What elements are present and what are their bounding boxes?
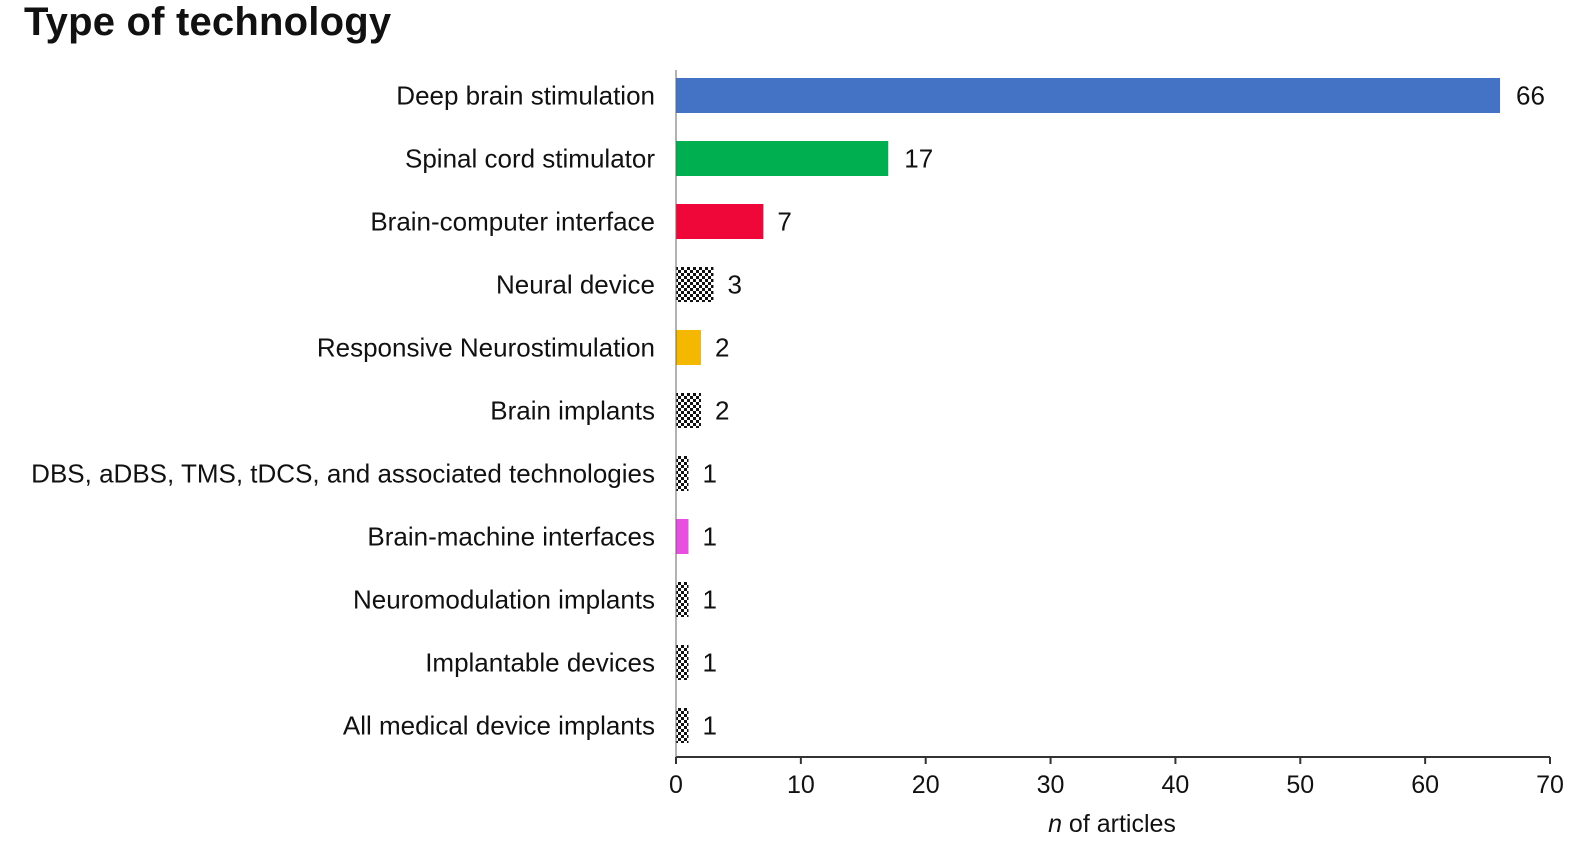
x-tick-label-10: 10 <box>787 771 815 799</box>
bar-brain-computer-interface <box>676 204 764 239</box>
data-label-all-medical-device-implants: 1 <box>702 711 716 741</box>
chart-title: Type of technology <box>24 0 392 44</box>
bar-brain-implants <box>676 393 701 428</box>
x-axis-title-italic: n <box>1048 810 1062 838</box>
x-tick-label-40: 40 <box>1162 771 1190 799</box>
x-tick-label-20: 20 <box>912 771 940 799</box>
category-label-dbs-adbs-tms-tdcs-and-associated-technologies: DBS, aDBS, TMS, tDCS, and associated tec… <box>31 459 655 489</box>
x-axis-title: n of articles <box>1048 810 1176 838</box>
category-label-all-medical-device-implants: All medical device implants <box>343 711 655 741</box>
bar-neural-device <box>676 267 714 302</box>
bar-deep-brain-stimulation <box>676 78 1501 113</box>
x-tick-label-0: 0 <box>669 771 683 799</box>
category-label-neural-device: Neural device <box>496 270 655 300</box>
category-label-neuromodulation-implants: Neuromodulation implants <box>353 585 655 615</box>
bar-dbs-adbs-tms-tdcs-and-associated-technologies <box>676 456 689 491</box>
category-label-responsive-neurostimulation: Responsive Neurostimulation <box>317 333 655 363</box>
bars-layer: Deep brain stimulation 66 Spinal cord stim… <box>31 78 1545 743</box>
data-label-dbs-adbs-tms-tdcs-and-associated-technologies: 1 <box>702 459 716 489</box>
category-label-spinal-cord-stimulator: Spinal cord stimulator <box>405 144 655 174</box>
x-tick-label-50: 50 <box>1286 771 1314 799</box>
category-label-brain-computer-interface: Brain-computer interface <box>370 207 655 237</box>
data-label-brain-machine-interfaces: 1 <box>702 522 716 552</box>
x-axis: 0 10 20 30 40 50 60 70 <box>669 70 1564 799</box>
x-tick-label-60: 60 <box>1411 771 1439 799</box>
category-label-brain-implants: Brain implants <box>490 396 655 426</box>
data-label-neuromodulation-implants: 1 <box>702 585 716 615</box>
data-label-spinal-cord-stimulator: 17 <box>904 144 933 174</box>
data-label-brain-implants: 2 <box>715 396 729 426</box>
x-axis-title-text: of articles <box>1062 810 1176 838</box>
bar-responsive-neurostimulation <box>676 330 701 365</box>
x-tick-label-70: 70 <box>1536 771 1564 799</box>
category-label-implantable-devices: Implantable devices <box>425 648 655 678</box>
data-label-deep-brain-stimulation: 66 <box>1516 81 1545 111</box>
data-label-brain-computer-interface: 7 <box>777 207 791 237</box>
x-tick-label-30: 30 <box>1037 771 1065 799</box>
bar-spinal-cord-stimulator <box>676 141 889 176</box>
category-label-brain-machine-interfaces: Brain-machine interfaces <box>367 522 655 552</box>
category-label-deep-brain-stimulation: Deep brain stimulation <box>396 81 655 111</box>
data-label-responsive-neurostimulation: 2 <box>715 333 729 363</box>
data-label-implantable-devices: 1 <box>702 648 716 678</box>
data-label-neural-device: 3 <box>727 270 741 300</box>
bar-neuromodulation-implants <box>676 582 689 617</box>
bar-brain-machine-interfaces <box>676 519 689 554</box>
bar-all-medical-device-implants <box>676 708 689 743</box>
bar-implantable-devices <box>676 645 689 680</box>
